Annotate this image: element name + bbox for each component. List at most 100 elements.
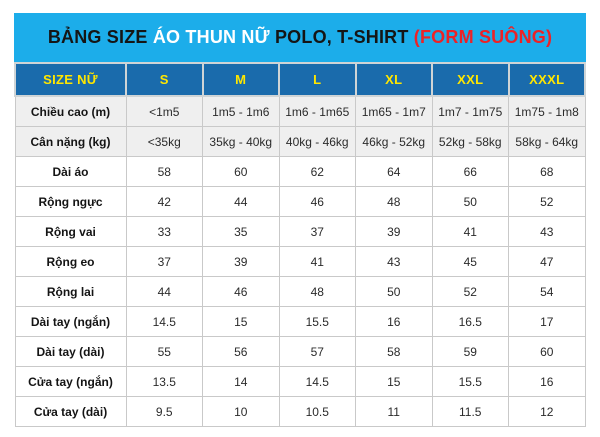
value-cell: 56 bbox=[202, 336, 280, 367]
header-row: SIZE NỮ S M L XL XXL XXXL bbox=[14, 62, 586, 97]
value-cell: 43 bbox=[508, 216, 586, 247]
value-cell: 12 bbox=[508, 396, 586, 427]
value-cell: 13.5 bbox=[125, 366, 203, 397]
value-cell: 60 bbox=[202, 156, 280, 187]
value-cell: 55 bbox=[125, 336, 203, 367]
value-cell: 43 bbox=[355, 246, 433, 277]
value-cell: 58 bbox=[355, 336, 433, 367]
value-cell: 15.5 bbox=[278, 306, 356, 337]
value-cell: 37 bbox=[125, 246, 203, 277]
row-label-cell: Dài tay (dài) bbox=[14, 336, 127, 367]
value-cell: 1m75 - 1m8 bbox=[508, 95, 586, 127]
value-cell: 50 bbox=[355, 276, 433, 307]
table-row: Chiều cao (m) <1m5 1m5 - 1m6 1m6 - 1m65 1m65… bbox=[14, 95, 586, 127]
value-cell: 60 bbox=[508, 336, 586, 367]
value-cell: 10.5 bbox=[278, 396, 356, 427]
value-cell: 52kg - 58kg bbox=[431, 126, 509, 157]
table-row: Dài tay (ngắn) 14.5 15 15.5 16 16.5 17 bbox=[14, 306, 586, 337]
value-cell: 46 bbox=[202, 276, 280, 307]
row-label-cell: Rộng eo bbox=[14, 246, 127, 277]
title-segment-form-suong: (FORM SUÔNG) bbox=[413, 27, 553, 47]
value-cell: 39 bbox=[202, 246, 280, 277]
header-cell-size-nu: SIZE NỮ bbox=[14, 62, 127, 97]
header-cell-m: M bbox=[201, 62, 280, 97]
row-label-cell: Cửa tay (ngắn) bbox=[14, 366, 127, 397]
title-bar: BẢNG SIZE ÁO THUN NỮ POLO, T-SHIRT (FORM… bbox=[14, 13, 586, 62]
value-cell: 37 bbox=[278, 216, 356, 247]
value-cell: 54 bbox=[508, 276, 586, 307]
row-label-cell: Dài áo bbox=[14, 156, 127, 187]
value-cell: 16 bbox=[508, 366, 586, 397]
value-cell: 44 bbox=[125, 276, 203, 307]
value-cell: 11 bbox=[355, 396, 433, 427]
value-cell: 15 bbox=[355, 366, 433, 397]
value-cell: 17 bbox=[508, 306, 586, 337]
header-cell-xl: XL bbox=[354, 62, 433, 97]
value-cell: 1m5 - 1m6 bbox=[202, 95, 280, 127]
value-cell: 1m65 - 1m7 bbox=[355, 95, 433, 127]
value-cell: <35kg bbox=[125, 126, 203, 157]
header-cell-xxxl: XXXL bbox=[507, 62, 586, 97]
header-cell-s: S bbox=[125, 62, 204, 97]
value-cell: 52 bbox=[431, 276, 509, 307]
row-label-cell: Rộng vai bbox=[14, 216, 127, 247]
value-cell: 35 bbox=[202, 216, 280, 247]
value-cell: 48 bbox=[278, 276, 356, 307]
row-label-cell: Rộng ngực bbox=[14, 186, 127, 217]
value-cell: 41 bbox=[278, 246, 356, 277]
value-cell: 45 bbox=[431, 246, 509, 277]
value-cell: 14.5 bbox=[125, 306, 203, 337]
row-label-cell: Dài tay (ngắn) bbox=[14, 306, 127, 337]
value-cell: 50 bbox=[431, 186, 509, 217]
value-cell: 33 bbox=[125, 216, 203, 247]
row-label-cell: Cửa tay (dài) bbox=[14, 396, 127, 427]
value-cell: 47 bbox=[508, 246, 586, 277]
value-cell: 59 bbox=[431, 336, 509, 367]
header-cell-l: L bbox=[278, 62, 357, 97]
value-cell: 46kg - 52kg bbox=[355, 126, 433, 157]
title-segment-bang-size: BẢNG SIZE bbox=[47, 27, 153, 47]
value-cell: 58 bbox=[125, 156, 203, 187]
value-cell: 62 bbox=[278, 156, 356, 187]
value-cell: 68 bbox=[508, 156, 586, 187]
header-cell-xxl: XXL bbox=[431, 62, 510, 97]
value-cell: 64 bbox=[355, 156, 433, 187]
value-cell: 40kg - 46kg bbox=[278, 126, 356, 157]
value-cell: 44 bbox=[202, 186, 280, 217]
size-table: SIZE NỮ S M L XL XXL XXXL Chiều cao (m) <1m5 1m5… bbox=[14, 62, 586, 427]
value-cell: 14 bbox=[202, 366, 280, 397]
table-body: Chiều cao (m) <1m5 1m5 - 1m6 1m6 - 1m65 1m65… bbox=[14, 95, 586, 427]
value-cell: 9.5 bbox=[125, 396, 203, 427]
value-cell: 41 bbox=[431, 216, 509, 247]
table-row: Rộng lai 44 46 48 50 52 54 bbox=[14, 276, 586, 307]
table-row: Rộng ngực 42 44 46 48 50 52 bbox=[14, 186, 586, 217]
row-label-cell: Cân nặng (kg) bbox=[14, 126, 127, 157]
table-row: Dài tay (dài) 55 56 57 58 59 60 bbox=[14, 336, 586, 367]
row-label-cell: Rộng lai bbox=[14, 276, 127, 307]
value-cell: 52 bbox=[508, 186, 586, 217]
size-chart-content: BẢNG SIZE ÁO THUN NỮ POLO, T-SHIRT (FORM… bbox=[14, 13, 586, 427]
value-cell: <1m5 bbox=[125, 95, 203, 127]
value-cell: 57 bbox=[278, 336, 356, 367]
value-cell: 1m7 - 1m75 bbox=[431, 95, 509, 127]
table-row: Rộng vai 33 35 37 39 41 43 bbox=[14, 216, 586, 247]
value-cell: 15.5 bbox=[431, 366, 509, 397]
value-cell: 58kg - 64kg bbox=[508, 126, 586, 157]
table-row: Cân nặng (kg) <35kg 35kg - 40kg 40kg - 46kg… bbox=[14, 126, 586, 157]
value-cell: 16.5 bbox=[431, 306, 509, 337]
value-cell: 42 bbox=[125, 186, 203, 217]
value-cell: 15 bbox=[202, 306, 280, 337]
table-row: Cửa tay (dài) 9.5 10 10.5 11 11.5 12 bbox=[14, 396, 586, 427]
value-cell: 66 bbox=[431, 156, 509, 187]
table-row: Rộng eo 37 39 41 43 45 47 bbox=[14, 246, 586, 277]
table-row: Cửa tay (ngắn) 13.5 14 14.5 15 15.5 16 bbox=[14, 366, 586, 397]
value-cell: 48 bbox=[355, 186, 433, 217]
value-cell: 46 bbox=[278, 186, 356, 217]
row-label-cell: Chiều cao (m) bbox=[14, 95, 127, 127]
value-cell: 35kg - 40kg bbox=[202, 126, 280, 157]
table-row: Dài áo 58 60 62 64 66 68 bbox=[14, 156, 586, 187]
value-cell: 10 bbox=[202, 396, 280, 427]
value-cell: 14.5 bbox=[278, 366, 356, 397]
value-cell: 1m6 - 1m65 bbox=[278, 95, 356, 127]
